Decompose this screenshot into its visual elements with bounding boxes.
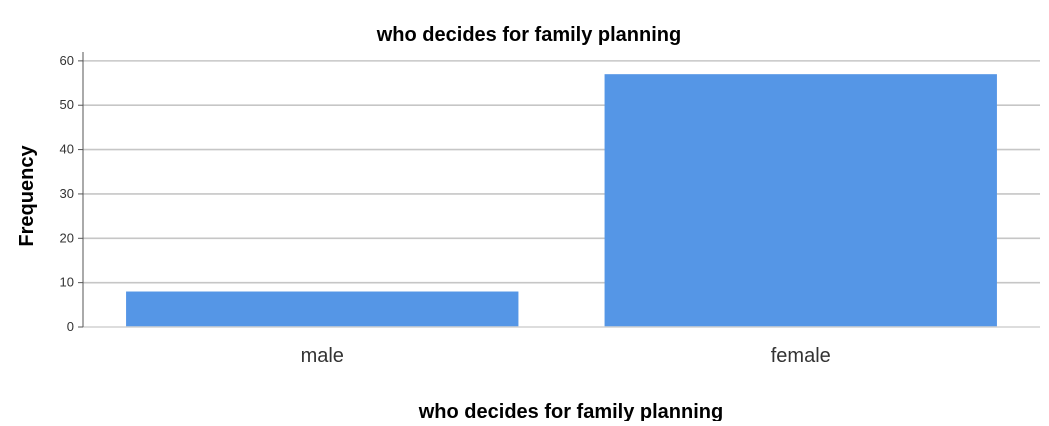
y-tick-label: 20 xyxy=(60,230,74,245)
y-tick-label: 30 xyxy=(60,186,74,201)
y-tick-label: 40 xyxy=(60,142,74,157)
x-tick-label-male: male xyxy=(301,345,344,367)
y-tick-label: 60 xyxy=(60,53,74,68)
bars xyxy=(126,74,997,327)
x-tick-label-female: female xyxy=(771,345,831,367)
axis-labels: 0 10 20 30 40 50 60 male female xyxy=(60,53,831,367)
y-tick-label: 10 xyxy=(60,275,74,290)
y-tick-label: 0 xyxy=(67,319,74,334)
y-axis-title: Frequency xyxy=(16,145,38,247)
bar-female xyxy=(604,74,997,327)
x-axis-title: who decides for family planning xyxy=(418,401,723,421)
chart-title: who decides for family planning xyxy=(376,24,681,46)
y-tick-label: 50 xyxy=(60,97,74,112)
bar-male xyxy=(126,291,519,327)
axes xyxy=(78,52,1040,328)
